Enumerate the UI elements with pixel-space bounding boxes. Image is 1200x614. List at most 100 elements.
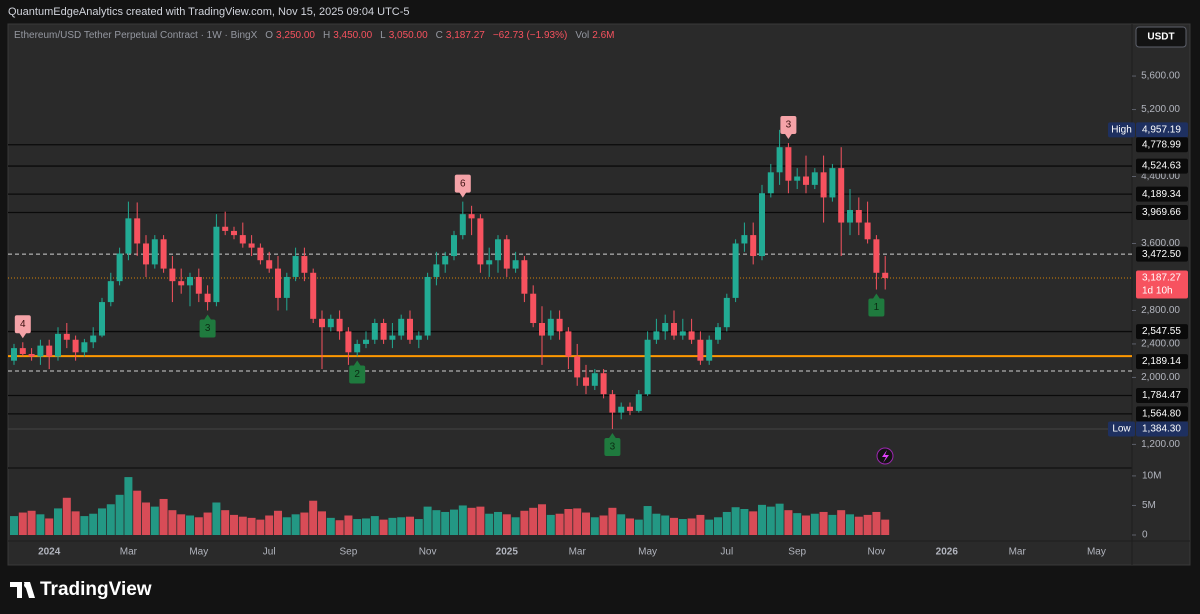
- x-tick-label: Mar: [569, 547, 587, 558]
- x-tick-label: Mar: [1009, 547, 1027, 558]
- candle-body: [451, 235, 457, 257]
- level-label: 4,778.99: [1142, 139, 1181, 150]
- candle-body: [310, 272, 317, 319]
- candle-body: [99, 302, 105, 336]
- volume-bar: [150, 506, 159, 535]
- signal-pointer: [203, 314, 212, 321]
- level-sub: 1d 10h: [1142, 286, 1173, 297]
- volume-bar: [546, 514, 555, 535]
- legend-value: 3,450.00: [333, 30, 372, 41]
- volume-bar: [705, 519, 714, 535]
- volume-bar: [379, 519, 388, 535]
- x-tick-label: Jul: [263, 547, 276, 558]
- candle-body: [433, 264, 440, 277]
- candle-body: [477, 218, 484, 265]
- legend-key: Vol: [575, 30, 589, 41]
- volume-bar: [678, 519, 687, 535]
- unit-box[interactable]: [1135, 26, 1187, 48]
- candle-body: [178, 281, 185, 286]
- volume-bar: [766, 506, 775, 535]
- volume-bar: [388, 517, 397, 535]
- legend-key: L: [380, 30, 386, 41]
- candle-body: [820, 172, 827, 198]
- candle-body: [327, 318, 334, 328]
- candle-body: [785, 147, 792, 181]
- volume-bar: [335, 520, 344, 535]
- signal-label: 2: [354, 369, 360, 380]
- candle-body: [248, 243, 255, 248]
- candle-body: [486, 260, 493, 265]
- candle-body: [169, 268, 176, 282]
- signal-label: 4: [20, 319, 26, 330]
- volume-bar: [634, 519, 643, 535]
- candle-body: [222, 226, 229, 231]
- candle-body: [811, 172, 818, 185]
- candle-body: [459, 214, 466, 236]
- candle-body: [803, 176, 809, 185]
- level-label: 1,384.30: [1142, 424, 1181, 435]
- candle-body: [239, 235, 246, 244]
- level-box: [1136, 270, 1188, 299]
- volume-bar: [819, 511, 828, 535]
- level-tag: Low: [1112, 424, 1131, 435]
- x-tick-label: Nov: [868, 547, 886, 558]
- signal-label: 6: [460, 178, 466, 189]
- volume-bar: [793, 513, 802, 535]
- level-label: 1,784.47: [1142, 390, 1181, 401]
- candle-body: [609, 394, 616, 413]
- candle-body: [442, 256, 449, 265]
- signal-box: [868, 298, 885, 317]
- candle-body: [873, 239, 880, 273]
- volume-bar: [186, 515, 194, 535]
- volume-bar: [168, 510, 177, 535]
- candle-body: [715, 327, 721, 340]
- level-box: [1136, 246, 1188, 262]
- volume-bar: [309, 500, 318, 535]
- volume-bar: [494, 511, 502, 535]
- candle-body: [794, 176, 801, 181]
- x-tick-label: Sep: [788, 547, 806, 558]
- candle-body: [503, 239, 510, 269]
- logo: [10, 582, 35, 598]
- signal-pointer: [872, 293, 881, 300]
- candle-body: [37, 345, 44, 357]
- level-label: 2,547.55: [1142, 326, 1181, 337]
- volume-bar: [344, 515, 353, 535]
- x-tick-label: May: [189, 547, 208, 558]
- candle-body: [204, 293, 211, 303]
- alert-icon[interactable]: [876, 447, 894, 465]
- volume-bar: [643, 506, 652, 535]
- volume-bar: [458, 505, 467, 535]
- x-tick-label: 2025: [496, 547, 519, 558]
- legend-key: −62.73 (−1.93%): [493, 30, 568, 41]
- candle-body: [679, 331, 686, 336]
- candle-body: [838, 168, 845, 223]
- candle-body: [882, 272, 889, 279]
- volume-bar: [432, 510, 441, 535]
- volume-bar: [529, 507, 538, 535]
- y-tick-label: 5,600.00: [1141, 71, 1180, 82]
- level-label: 3,472.50: [1142, 249, 1181, 260]
- volume-bar: [863, 514, 872, 535]
- candle-body: [354, 343, 361, 353]
- x-tick-label: Jul: [720, 547, 733, 558]
- volume-bar: [291, 514, 300, 535]
- candle-body: [389, 335, 396, 340]
- x-tick-label: 2024: [38, 547, 61, 558]
- volume-bar: [837, 510, 846, 535]
- volume-bar: [318, 511, 326, 535]
- candle-body: [72, 339, 79, 353]
- volume-bar: [282, 517, 291, 535]
- candle-body: [55, 333, 61, 357]
- candle-body: [767, 172, 774, 194]
- volume-bar: [450, 509, 458, 535]
- candle-body: [46, 345, 53, 357]
- unit: USDT: [1147, 32, 1174, 43]
- level-label: 1,564.80: [1142, 408, 1181, 419]
- volume-bar: [758, 504, 766, 535]
- candle-body: [319, 318, 325, 328]
- level-box: [1136, 387, 1188, 403]
- candle-body: [345, 331, 352, 353]
- candle-body: [283, 276, 290, 298]
